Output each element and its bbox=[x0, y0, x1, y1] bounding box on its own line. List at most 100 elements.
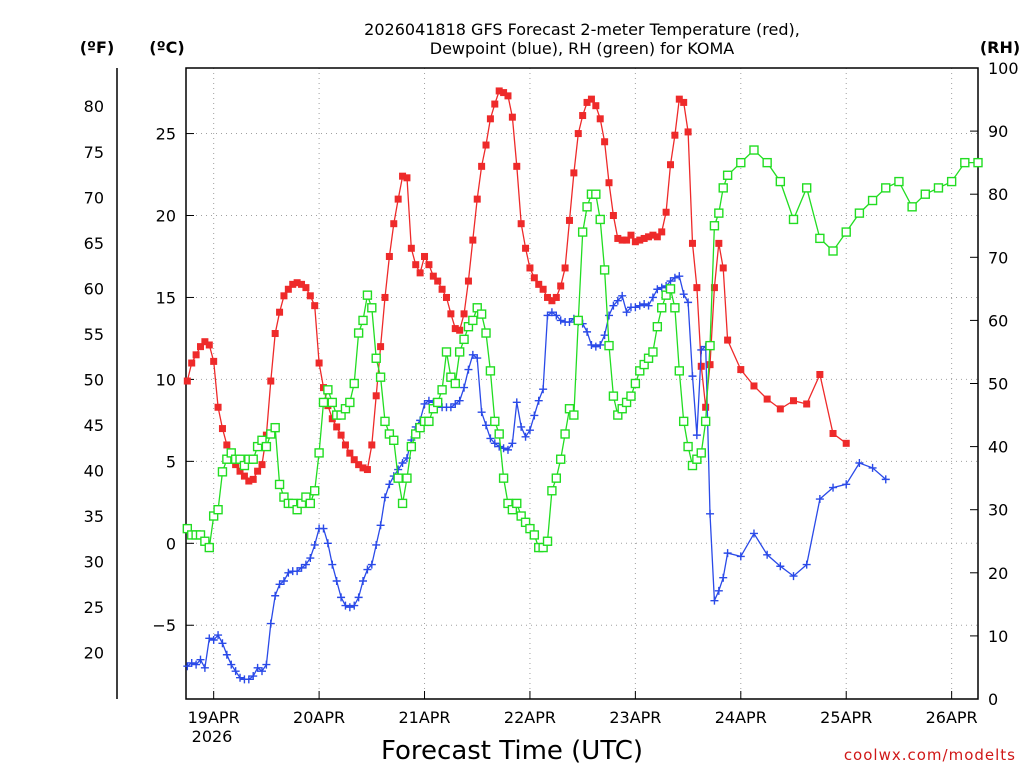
data-point bbox=[187, 658, 196, 667]
data-point bbox=[498, 473, 509, 483]
data-point bbox=[210, 357, 218, 365]
data-point bbox=[552, 311, 561, 320]
celsius-tick-label: 20 bbox=[156, 207, 176, 226]
data-point bbox=[377, 343, 385, 351]
data-point bbox=[534, 396, 543, 405]
data-point bbox=[306, 554, 315, 563]
data-point bbox=[552, 293, 560, 301]
rh-tick-label: 80 bbox=[988, 185, 1008, 204]
data-point bbox=[547, 308, 556, 317]
series-layer bbox=[182, 87, 983, 684]
data-point bbox=[599, 265, 610, 275]
data-point bbox=[692, 431, 701, 440]
data-point bbox=[684, 298, 693, 307]
data-point bbox=[675, 272, 684, 281]
data-point bbox=[218, 425, 226, 433]
data-point bbox=[368, 441, 376, 449]
data-point bbox=[354, 593, 363, 602]
data-point bbox=[706, 509, 715, 518]
data-point bbox=[217, 467, 228, 477]
data-point bbox=[301, 560, 310, 569]
data-point bbox=[653, 285, 662, 294]
data-point bbox=[389, 435, 399, 445]
data-point bbox=[574, 130, 582, 138]
data-point bbox=[437, 385, 447, 395]
data-point bbox=[257, 667, 266, 676]
data-point bbox=[416, 269, 424, 277]
data-point bbox=[293, 567, 302, 576]
data-point bbox=[736, 157, 746, 168]
data-point bbox=[530, 274, 538, 282]
data-point bbox=[482, 141, 490, 149]
data-point bbox=[402, 473, 412, 483]
data-point bbox=[500, 89, 508, 97]
data-point bbox=[192, 351, 200, 359]
data-point bbox=[688, 372, 697, 381]
data-point bbox=[719, 264, 727, 272]
data-point bbox=[724, 336, 732, 344]
rh-tick-label: 10 bbox=[988, 627, 1008, 646]
data-point bbox=[298, 280, 306, 288]
data-point bbox=[560, 429, 570, 439]
fahrenheit-tick-label: 60 bbox=[84, 279, 104, 298]
data-point bbox=[188, 359, 196, 367]
data-point bbox=[249, 475, 257, 483]
data-point bbox=[266, 619, 275, 628]
data-point bbox=[451, 325, 459, 333]
data-point bbox=[530, 411, 539, 420]
data-point bbox=[815, 495, 824, 504]
data-point bbox=[618, 236, 626, 244]
data-point bbox=[750, 382, 758, 390]
data-point bbox=[372, 540, 381, 549]
data-point bbox=[337, 431, 345, 439]
data-point bbox=[946, 176, 957, 187]
data-point bbox=[675, 95, 683, 103]
data-point bbox=[508, 439, 517, 448]
data-point bbox=[196, 343, 204, 351]
data-point bbox=[803, 400, 811, 408]
data-point bbox=[399, 172, 407, 180]
data-point bbox=[525, 426, 534, 435]
data-point bbox=[245, 477, 253, 485]
data-point bbox=[363, 466, 371, 474]
data-point bbox=[486, 115, 494, 123]
data-point bbox=[495, 87, 503, 95]
x-tick-label: 22APR bbox=[504, 708, 556, 727]
data-point bbox=[355, 461, 363, 469]
data-point bbox=[284, 568, 293, 577]
data-point bbox=[433, 397, 443, 408]
data-point bbox=[631, 238, 639, 246]
fahrenheit-tick-label: 50 bbox=[84, 370, 104, 389]
data-point bbox=[547, 486, 557, 496]
data-point bbox=[441, 347, 452, 357]
data-point bbox=[573, 315, 583, 326]
data-point bbox=[776, 562, 785, 571]
data-point bbox=[476, 309, 487, 319]
data-point bbox=[583, 327, 592, 336]
data-point bbox=[240, 472, 248, 480]
celsius-tick-label: 25 bbox=[156, 125, 176, 144]
data-point bbox=[539, 385, 548, 394]
data-point bbox=[318, 397, 329, 408]
data-point bbox=[200, 663, 209, 672]
data-point bbox=[881, 183, 891, 193]
data-point bbox=[248, 454, 258, 464]
data-point bbox=[920, 189, 930, 199]
data-point bbox=[894, 176, 904, 187]
data-point bbox=[867, 195, 878, 206]
data-point bbox=[670, 273, 679, 282]
data-point bbox=[613, 296, 622, 305]
fahrenheit-tick-label: 30 bbox=[84, 553, 104, 572]
data-point bbox=[271, 591, 280, 600]
data-point bbox=[801, 183, 812, 193]
data-point bbox=[591, 189, 601, 199]
data-point bbox=[557, 282, 565, 290]
data-point bbox=[275, 580, 284, 589]
data-point bbox=[645, 233, 653, 241]
data-point bbox=[305, 498, 316, 509]
data-point bbox=[481, 328, 491, 338]
data-point bbox=[261, 441, 272, 452]
data-point bbox=[522, 244, 530, 252]
rh-tick-label: 60 bbox=[988, 311, 1008, 330]
rh-tick-label: 40 bbox=[988, 438, 1008, 457]
